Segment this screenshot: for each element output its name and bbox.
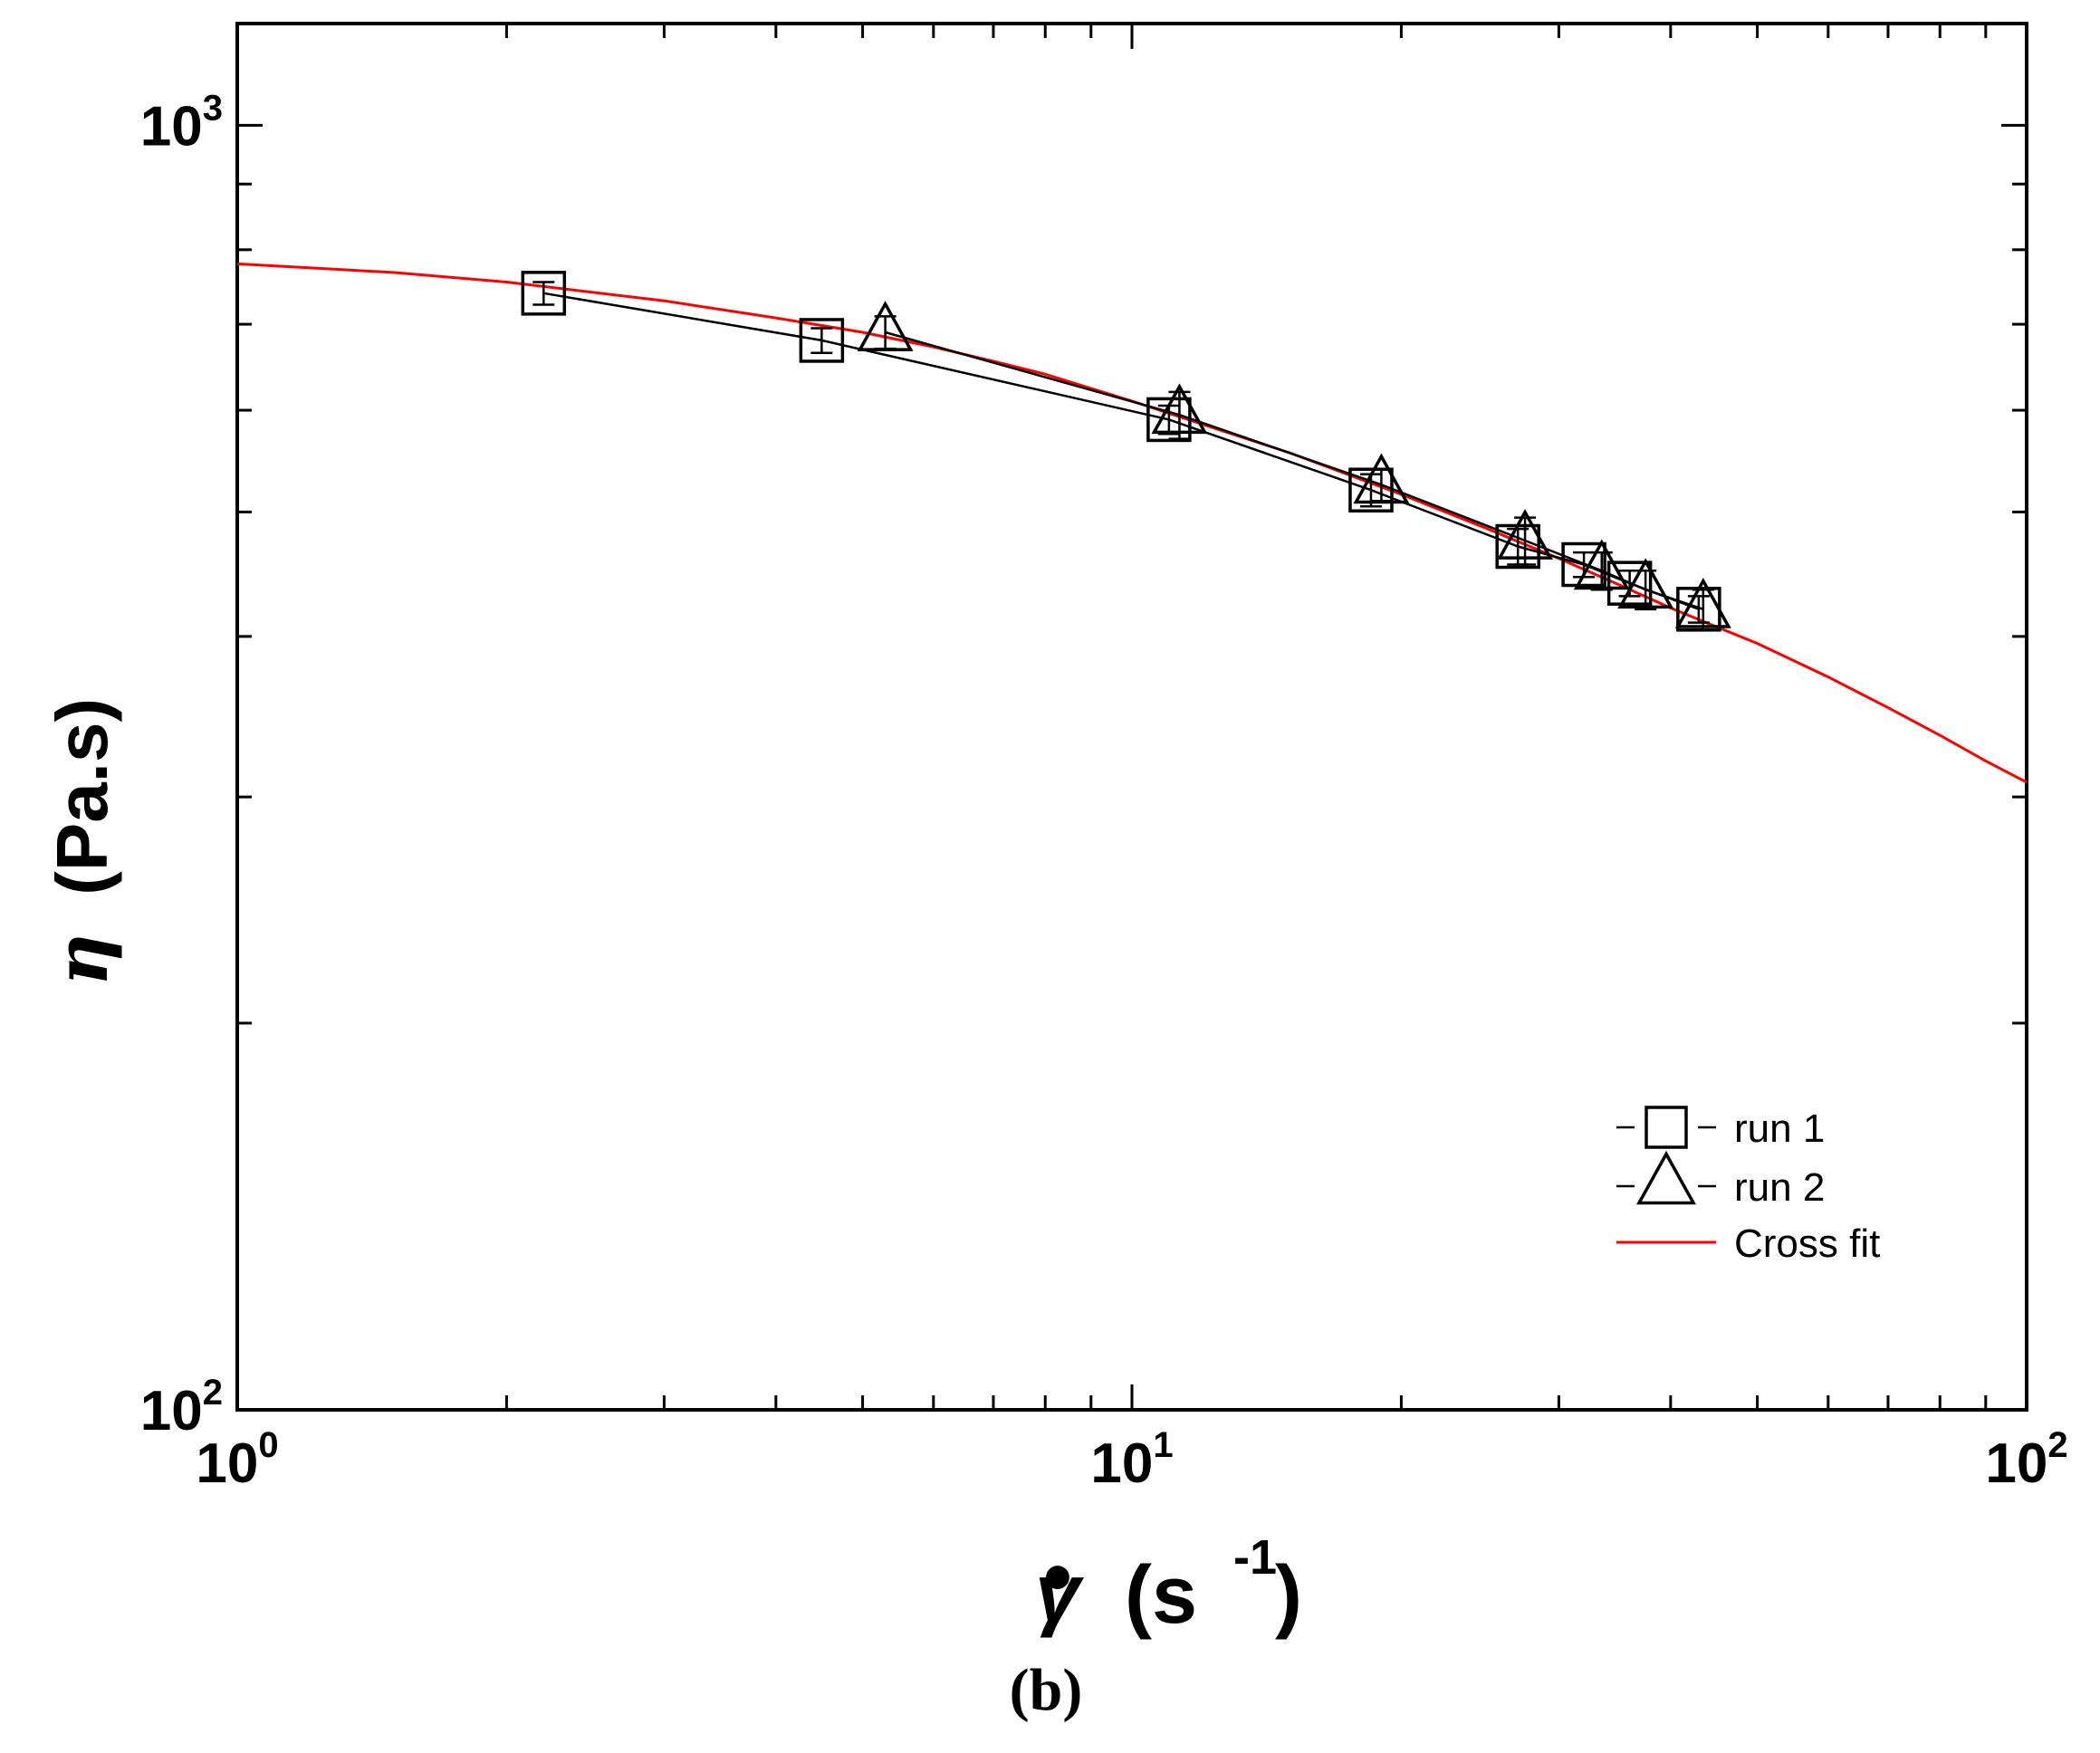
x-axis-symbol: γ (1035, 1548, 1085, 1639)
triangle-marker (1636, 1150, 1696, 1205)
x-tick-exponent: 0 (258, 1425, 278, 1465)
x-tick-exponent: 1 (1153, 1425, 1173, 1465)
axis-ticks (235, 24, 2027, 1412)
y-axis-unit: (Pa.s) (42, 698, 122, 896)
series-run-1-points (521, 271, 1721, 632)
legend-item: run 2 (1616, 1150, 1825, 1210)
series-run-2-points (857, 301, 1731, 631)
panel-label: (b) (1010, 1657, 1083, 1723)
square-marker (1645, 1106, 1688, 1149)
triangle-marker (1497, 509, 1554, 560)
data-point (799, 318, 845, 363)
legend-label: Cross fit (1734, 1221, 1880, 1266)
legend-item: Cross fit (1616, 1221, 1880, 1266)
x-axis-unit-exp: -1 (1233, 1530, 1277, 1585)
x-tick-base: 10 (196, 1432, 258, 1495)
data-point (1573, 539, 1630, 591)
legend-item: run 1 (1616, 1106, 1825, 1151)
data-point (1674, 577, 1731, 631)
y-tick-base: 10 (140, 95, 203, 158)
y-axis-symbol: η (39, 934, 124, 986)
x-tick-label: 100 (196, 1425, 278, 1495)
y-tick-base: 10 (140, 1380, 203, 1442)
square-marker (1606, 560, 1653, 606)
data-point (1497, 509, 1554, 566)
x-axis-unit-close: ) (1275, 1550, 1302, 1641)
square-marker (1561, 541, 1606, 588)
triangle-marker (1573, 539, 1630, 590)
legend: run 1 run 2 Cross fit (1616, 1106, 1880, 1266)
x-tick-base: 10 (1090, 1432, 1153, 1495)
triangle-marker (1151, 383, 1208, 435)
triangle-marker (857, 301, 914, 351)
triangle-marker (1617, 558, 1674, 609)
y-tick-exponent: 3 (203, 88, 223, 128)
x-tick-label: 102 (1985, 1425, 2067, 1495)
data-point (857, 301, 914, 351)
data-point (1617, 558, 1674, 611)
data-point (1151, 383, 1208, 440)
y-tick-exponent: 2 (203, 1373, 223, 1413)
data-point (1353, 453, 1410, 504)
y-tick-label: 102 (140, 1373, 223, 1442)
x-axis-label: • γ (s -1 ) (1035, 1530, 1302, 1641)
triangle-marker (1353, 453, 1410, 504)
data-point (1676, 587, 1721, 632)
cross-fit-line (236, 262, 2028, 784)
x-tick-exponent: 2 (2047, 1425, 2067, 1465)
x-axis-symbol-dot: • (1043, 1532, 1072, 1623)
x-tick-label: 101 (1090, 1425, 1173, 1495)
legend-label: run 1 (1734, 1106, 1825, 1151)
series-cross-fit (236, 262, 2028, 784)
y-axis-label: η (Pa.s) (39, 698, 124, 986)
x-tick-base: 10 (1985, 1432, 2047, 1495)
square-marker (799, 318, 845, 363)
square-marker (521, 271, 567, 316)
y-tick-label: 103 (140, 88, 223, 158)
legend-label: run 2 (1734, 1165, 1825, 1210)
data-point (521, 271, 567, 316)
series-layer (236, 262, 2028, 784)
x-axis-unit-open: (s (1125, 1550, 1197, 1641)
triangle-marker (1674, 577, 1731, 628)
